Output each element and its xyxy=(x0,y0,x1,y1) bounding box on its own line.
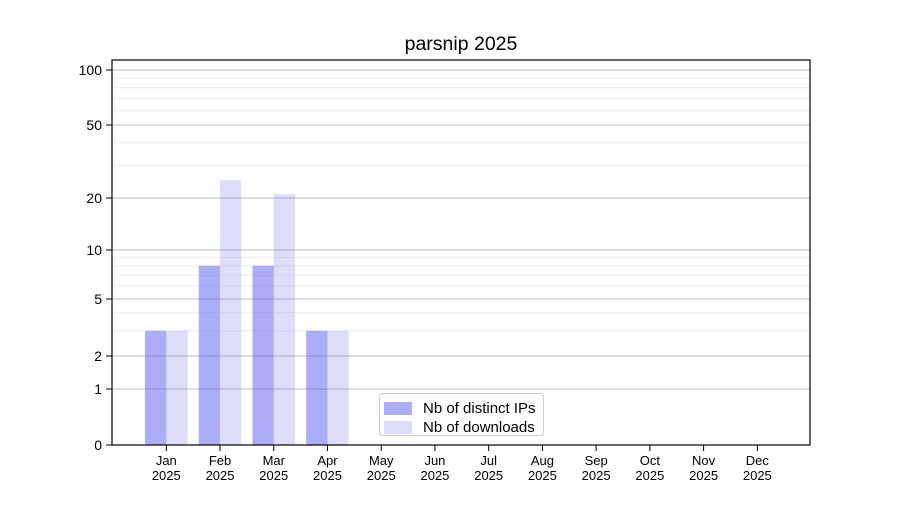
svg-text:Jun: Jun xyxy=(424,453,445,468)
svg-text:5: 5 xyxy=(94,291,102,307)
svg-text:2025: 2025 xyxy=(152,468,181,483)
svg-text:2025: 2025 xyxy=(474,468,503,483)
svg-text:2025: 2025 xyxy=(635,468,664,483)
svg-text:2025: 2025 xyxy=(259,468,288,483)
svg-text:50: 50 xyxy=(86,117,102,133)
svg-text:10: 10 xyxy=(86,242,102,258)
svg-text:Jul: Jul xyxy=(480,453,497,468)
svg-text:0: 0 xyxy=(94,437,102,453)
svg-text:20: 20 xyxy=(86,190,102,206)
svg-text:2025: 2025 xyxy=(743,468,772,483)
svg-text:2025: 2025 xyxy=(689,468,718,483)
svg-text:Sep: Sep xyxy=(585,453,608,468)
svg-text:2025: 2025 xyxy=(420,468,449,483)
svg-text:2025: 2025 xyxy=(206,468,235,483)
svg-text:Dec: Dec xyxy=(746,453,770,468)
svg-text:Feb: Feb xyxy=(209,453,231,468)
svg-text:Aug: Aug xyxy=(531,453,554,468)
svg-text:Jan: Jan xyxy=(156,453,177,468)
svg-text:2025: 2025 xyxy=(367,468,396,483)
svg-text:Mar: Mar xyxy=(263,453,286,468)
svg-text:2025: 2025 xyxy=(313,468,342,483)
svg-text:2025: 2025 xyxy=(582,468,611,483)
svg-text:2: 2 xyxy=(94,348,102,364)
svg-text:Apr: Apr xyxy=(317,453,338,468)
svg-text:1: 1 xyxy=(94,381,102,397)
svg-text:Oct: Oct xyxy=(640,453,661,468)
svg-text:2025: 2025 xyxy=(528,468,557,483)
svg-text:Nov: Nov xyxy=(692,453,716,468)
svg-text:100: 100 xyxy=(79,62,103,78)
svg-text:May: May xyxy=(369,453,394,468)
